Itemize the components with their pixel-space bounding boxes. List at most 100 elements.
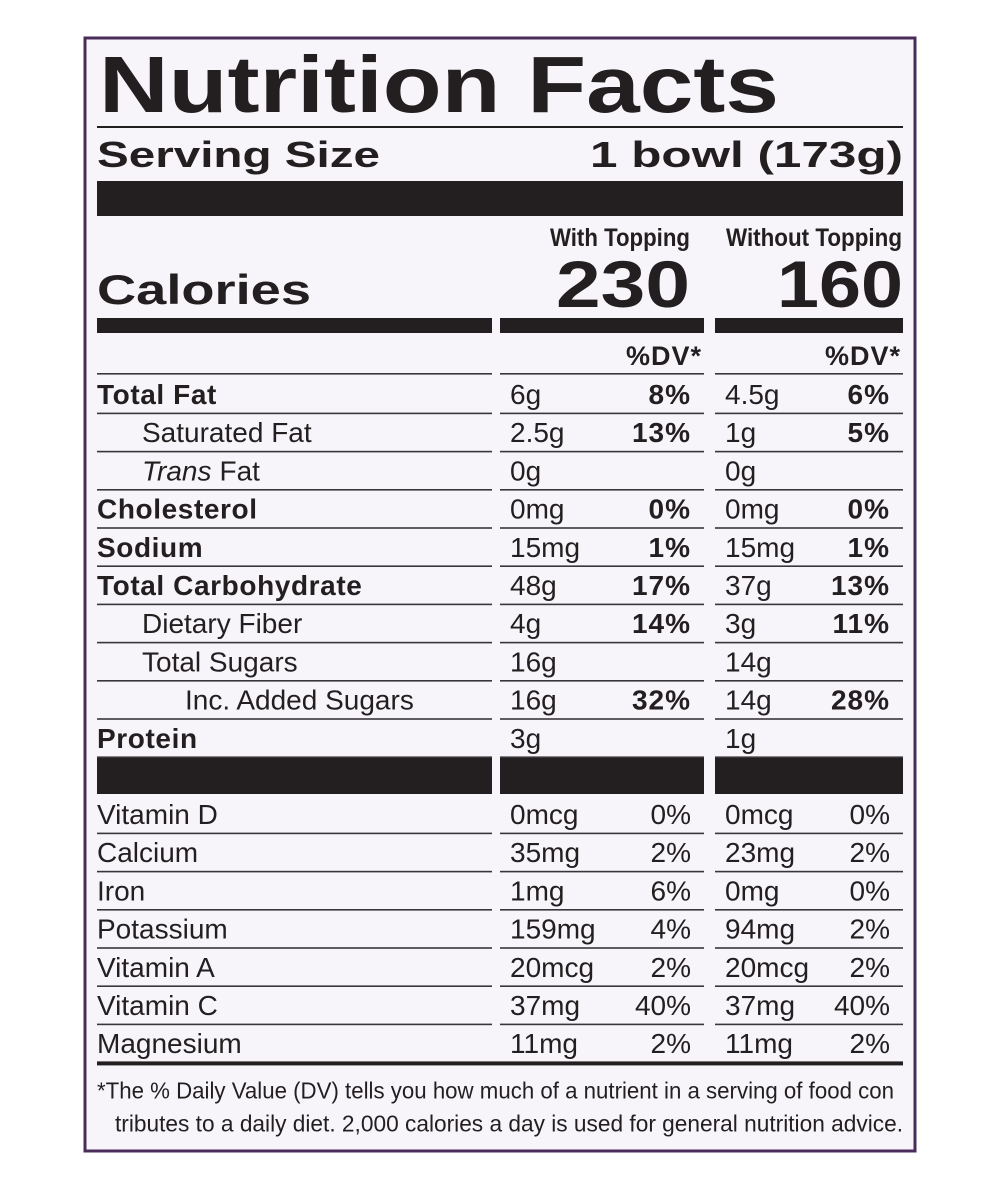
column-header: Without Topping [726, 224, 902, 252]
daily-value: 40% [635, 990, 691, 1021]
dv-header: %DV* [626, 341, 702, 371]
nutrient-name: Vitamin A [97, 952, 215, 983]
amount: 0mg [725, 875, 779, 906]
row-rule [715, 756, 903, 758]
rule [97, 126, 903, 128]
nutrient-name: Total Carbohydrate [97, 570, 362, 601]
amount: 20mcg [725, 952, 809, 983]
amount: 0mcg [510, 799, 578, 830]
row-rule [715, 909, 903, 911]
row-rule [97, 641, 492, 644]
row-rule [500, 527, 704, 529]
calories-value: 160 [777, 247, 903, 321]
row-rule [97, 909, 492, 911]
daily-value: 2% [850, 914, 890, 945]
amount: 23mg [725, 837, 795, 868]
row-rule [500, 565, 704, 567]
amount: 16g [510, 685, 557, 716]
row-rule [500, 947, 704, 949]
thick-bar [715, 758, 903, 794]
row-rule [500, 832, 704, 835]
row-rule [97, 756, 492, 758]
amount: 1g [725, 723, 756, 754]
thick-bar [715, 318, 903, 333]
amount: 11mg [725, 1028, 793, 1059]
daily-value: 13% [632, 417, 691, 448]
daily-value: 32% [632, 685, 691, 716]
row-rule [97, 450, 492, 453]
row-rule [500, 718, 704, 720]
row-rule [500, 756, 704, 758]
row-rule [500, 870, 704, 873]
row-rule [715, 718, 903, 720]
amount: 159mg [510, 914, 596, 945]
daily-value: 0% [649, 494, 691, 525]
daily-value: 2% [850, 952, 890, 983]
daily-value: 28% [831, 685, 890, 716]
daily-value: 1% [649, 532, 691, 563]
amount: 16g [510, 646, 557, 677]
amount: 37mg [510, 990, 580, 1021]
amount: 2.5g [510, 417, 565, 448]
daily-value: 13% [831, 570, 890, 601]
nutrient-name: Inc. Added Sugars [185, 685, 414, 716]
row-rule [97, 373, 492, 375]
thick-bar [97, 758, 492, 794]
column-header: With Topping [550, 224, 690, 252]
row-rule [500, 680, 704, 682]
row-rule [715, 870, 903, 873]
row-rule [715, 603, 903, 606]
daily-value: 1% [848, 532, 890, 563]
daily-value: 2% [651, 837, 691, 868]
row-rule [715, 565, 903, 567]
amount: 3g [510, 723, 541, 754]
footnote: *The % Daily Value (DV) tells you how mu… [97, 1077, 894, 1103]
amount: 20mcg [510, 952, 594, 983]
row-rule [715, 527, 903, 529]
row-rule [97, 1023, 492, 1026]
row-rule [97, 947, 492, 949]
amount: 4.5g [725, 379, 780, 410]
row-rule [97, 985, 492, 987]
amount: 1mg [510, 875, 564, 906]
nutrient-name: Vitamin D [97, 799, 218, 830]
label-border [83, 36, 917, 1153]
row-rule [97, 489, 492, 491]
calories-value: 230 [556, 247, 690, 321]
amount: 14g [725, 646, 772, 677]
row-rule [97, 603, 492, 606]
nutrient-name: Vitamin C [97, 990, 218, 1021]
thick-bar [500, 318, 704, 333]
amount: 11mg [510, 1028, 578, 1059]
daily-value: 0% [651, 799, 691, 830]
daily-value: 2% [651, 1028, 691, 1059]
title: Nutrition Facts [99, 40, 779, 129]
row-rule [500, 373, 704, 375]
nutrient-name: Potassium [97, 914, 228, 945]
daily-value: 0% [848, 494, 890, 525]
amount: 37mg [725, 990, 795, 1021]
daily-value: 6% [651, 875, 691, 906]
thick-bar [97, 181, 903, 216]
daily-value: 11% [833, 608, 891, 639]
amount: 15mg [510, 532, 580, 563]
serving-label: Serving Size [97, 134, 380, 175]
row-rule [500, 909, 704, 911]
amount: 0mcg [725, 799, 793, 830]
amount: 0g [725, 455, 756, 486]
amount: 3g [725, 608, 756, 639]
nutrient-name: Magnesium [97, 1028, 242, 1059]
daily-value: 6% [848, 379, 890, 410]
nutrient-name: Saturated Fat [142, 417, 312, 448]
name-text: Fat [220, 455, 261, 486]
row-rule [97, 832, 492, 835]
daily-value: 8% [649, 379, 691, 410]
nutrient-name: Dietary Fiber [142, 608, 302, 639]
row-rule [715, 412, 903, 415]
daily-value: 17% [632, 570, 691, 601]
amount: 48g [510, 570, 557, 601]
amount: 35mg [510, 837, 580, 868]
amount: 94mg [725, 914, 795, 945]
